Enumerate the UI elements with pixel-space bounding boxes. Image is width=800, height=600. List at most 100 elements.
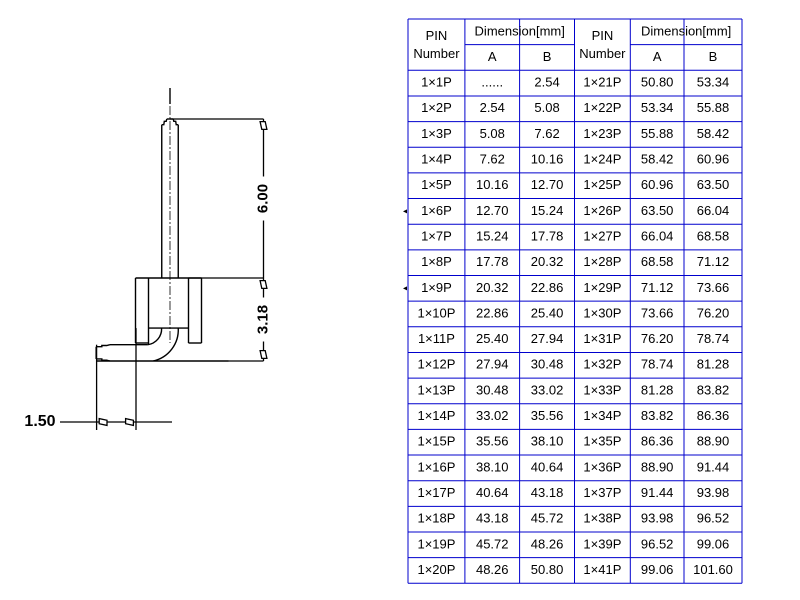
svg-text:1×5P: 1×5P <box>421 177 452 192</box>
svg-text:27.94: 27.94 <box>476 357 509 372</box>
svg-text:35.56: 35.56 <box>476 434 509 449</box>
svg-text:50.80: 50.80 <box>531 562 564 577</box>
svg-text:73.66: 73.66 <box>697 280 730 295</box>
svg-text:86.36: 86.36 <box>697 408 730 423</box>
svg-text:12.70: 12.70 <box>476 203 509 218</box>
svg-text:15.24: 15.24 <box>531 203 564 218</box>
svg-text:25.40: 25.40 <box>476 331 509 346</box>
svg-text:83.82: 83.82 <box>697 382 730 397</box>
svg-text:1×1P: 1×1P <box>421 75 452 90</box>
svg-text:30.48: 30.48 <box>531 357 564 372</box>
svg-text:12.70: 12.70 <box>531 177 564 192</box>
svg-text:PIN: PIN <box>426 28 448 43</box>
svg-text:1×25P: 1×25P <box>583 177 621 192</box>
svg-text:7.62: 7.62 <box>534 126 559 141</box>
svg-text:63.50: 63.50 <box>697 177 730 192</box>
svg-text:38.10: 38.10 <box>476 459 509 474</box>
svg-text:88.90: 88.90 <box>697 434 730 449</box>
svg-text:1×12P: 1×12P <box>417 357 455 372</box>
svg-text:40.64: 40.64 <box>476 485 509 500</box>
svg-text:22.86: 22.86 <box>476 305 509 320</box>
svg-text:76.20: 76.20 <box>697 305 730 320</box>
svg-text:3.18: 3.18 <box>254 305 271 334</box>
svg-text:1.50: 1.50 <box>24 413 55 430</box>
svg-text:88.90: 88.90 <box>641 459 674 474</box>
svg-text:10.16: 10.16 <box>531 152 564 167</box>
svg-text:1×34P: 1×34P <box>583 408 621 423</box>
svg-text:55.88: 55.88 <box>697 100 730 115</box>
svg-text:PIN: PIN <box>592 28 614 43</box>
svg-text:76.20: 76.20 <box>641 331 674 346</box>
svg-text:1×8P: 1×8P <box>421 254 452 269</box>
svg-text:1×30P: 1×30P <box>583 305 621 320</box>
svg-text:1×33P: 1×33P <box>583 382 621 397</box>
svg-text:1×17P: 1×17P <box>417 485 455 500</box>
svg-text:1×13P: 1×13P <box>417 382 455 397</box>
svg-text:93.98: 93.98 <box>641 511 674 526</box>
svg-text:......: ...... <box>481 75 503 90</box>
svg-text:1×14P: 1×14P <box>417 408 455 423</box>
svg-text:50.80: 50.80 <box>641 75 674 90</box>
svg-text:1×35P: 1×35P <box>583 434 621 449</box>
svg-text:60.96: 60.96 <box>641 177 674 192</box>
svg-text:1×10P: 1×10P <box>417 305 455 320</box>
svg-text:10.16: 10.16 <box>476 177 509 192</box>
svg-text:58.42: 58.42 <box>697 126 730 141</box>
svg-text:86.36: 86.36 <box>641 434 674 449</box>
svg-text:27.94: 27.94 <box>531 331 564 346</box>
svg-text:5.08: 5.08 <box>534 100 559 115</box>
svg-text:33.02: 33.02 <box>476 408 509 423</box>
svg-text:66.04: 66.04 <box>641 228 674 243</box>
svg-text:1×4P: 1×4P <box>421 152 452 167</box>
svg-text:99.06: 99.06 <box>697 536 730 551</box>
svg-text:1×27P: 1×27P <box>583 228 621 243</box>
svg-text:7.62: 7.62 <box>480 152 505 167</box>
svg-text:1×18P: 1×18P <box>417 511 455 526</box>
svg-text:1×20P: 1×20P <box>417 562 455 577</box>
svg-text:Dimension[mm]: Dimension[mm] <box>475 23 565 38</box>
svg-text:81.28: 81.28 <box>697 357 730 372</box>
svg-text:Dimension[mm]: Dimension[mm] <box>641 23 731 38</box>
svg-text:1×36P: 1×36P <box>583 459 621 474</box>
svg-text:1×24P: 1×24P <box>583 152 621 167</box>
svg-text:1×28P: 1×28P <box>583 254 621 269</box>
svg-text:A: A <box>488 49 497 64</box>
svg-text:1×21P: 1×21P <box>583 75 621 90</box>
svg-text:53.34: 53.34 <box>697 75 730 90</box>
svg-text:1×11P: 1×11P <box>418 331 455 346</box>
svg-text:A: A <box>653 49 662 64</box>
svg-text:20.32: 20.32 <box>476 280 509 295</box>
svg-text:58.42: 58.42 <box>641 152 674 167</box>
svg-text:53.34: 53.34 <box>641 100 674 115</box>
svg-text:48.26: 48.26 <box>476 562 509 577</box>
svg-text:43.18: 43.18 <box>531 485 564 500</box>
svg-text:73.66: 73.66 <box>641 305 674 320</box>
svg-text:91.44: 91.44 <box>697 459 730 474</box>
svg-text:1×9P: 1×9P <box>421 280 452 295</box>
svg-text:17.78: 17.78 <box>531 228 564 243</box>
svg-text:93.98: 93.98 <box>697 485 730 500</box>
svg-text:B: B <box>543 49 552 64</box>
svg-text:1×32P: 1×32P <box>583 357 621 372</box>
svg-text:43.18: 43.18 <box>476 511 509 526</box>
svg-text:1×31P: 1×31P <box>583 331 621 346</box>
svg-text:35.56: 35.56 <box>531 408 564 423</box>
svg-text:2.54: 2.54 <box>480 100 505 115</box>
svg-text:48.26: 48.26 <box>531 536 564 551</box>
svg-text:1×23P: 1×23P <box>583 126 621 141</box>
svg-text:60.96: 60.96 <box>697 152 730 167</box>
svg-text:1×3P: 1×3P <box>421 126 452 141</box>
svg-text:15.24: 15.24 <box>476 228 509 243</box>
svg-text:63.50: 63.50 <box>641 203 674 218</box>
svg-text:101.60: 101.60 <box>693 562 733 577</box>
svg-text:66.04: 66.04 <box>697 203 730 218</box>
svg-text:55.88: 55.88 <box>641 126 674 141</box>
svg-text:68.58: 68.58 <box>641 254 674 269</box>
svg-text:1×39P: 1×39P <box>583 536 621 551</box>
svg-text:81.28: 81.28 <box>641 382 674 397</box>
svg-text:1×41P: 1×41P <box>583 562 621 577</box>
svg-text:20.32: 20.32 <box>531 254 564 269</box>
svg-text:1×29P: 1×29P <box>583 280 621 295</box>
svg-text:2.54: 2.54 <box>534 75 559 90</box>
svg-text:1×22P: 1×22P <box>583 100 621 115</box>
